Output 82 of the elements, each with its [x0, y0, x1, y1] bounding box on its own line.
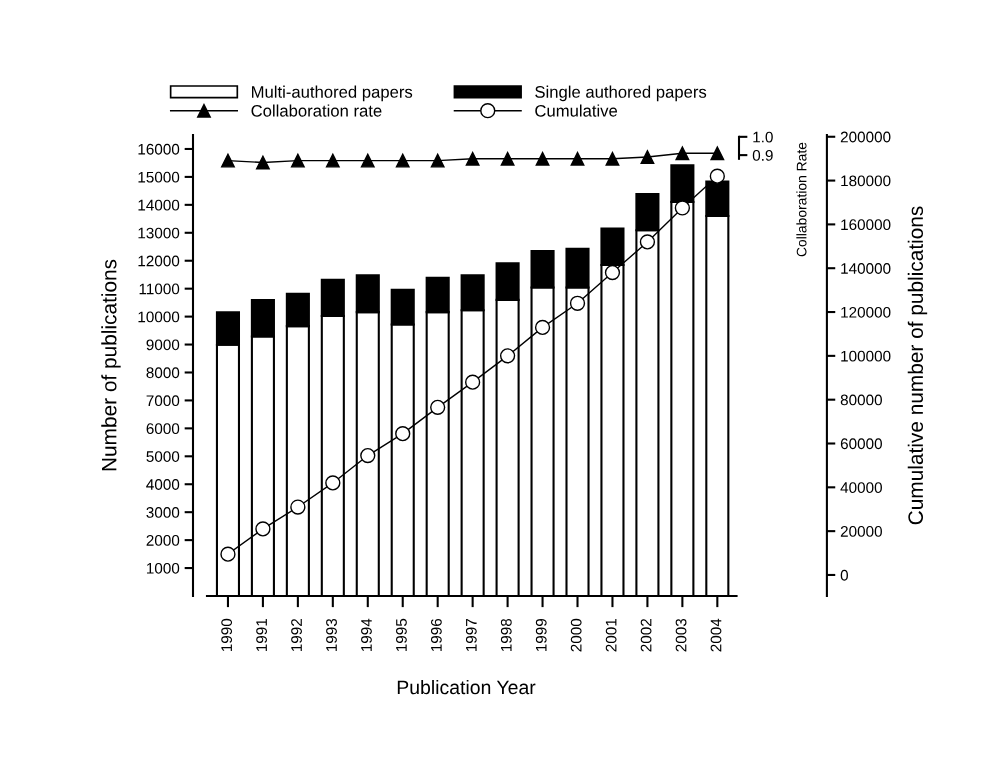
x-tick-label: 1993: [326, 618, 337, 652]
y3-tick-label: 160000: [841, 219, 891, 231]
x-tick-label: 2002: [640, 618, 652, 652]
y3-tick-label: 120000: [841, 306, 891, 318]
point: [535, 151, 550, 166]
point: [569, 295, 586, 311]
y-tick-label: 4000: [146, 479, 180, 490]
point: [395, 153, 410, 168]
y-tick-label: 6000: [146, 423, 180, 435]
x-tick-label: 1996: [430, 618, 442, 652]
x-tick-label: 1997: [465, 618, 477, 652]
y-tick-label: 16000: [138, 143, 180, 155]
point: [465, 374, 481, 390]
y2-tick-label: 0.9: [752, 149, 773, 161]
point: [709, 168, 725, 184]
y-tick-label: 8000: [146, 367, 180, 379]
point: [605, 151, 620, 166]
point: [360, 447, 376, 464]
point: [534, 319, 551, 336]
y2-tick-label: 1.0: [753, 131, 773, 143]
y-axis-title: Number of publications: [101, 259, 121, 471]
point: [220, 546, 236, 562]
point: [221, 153, 235, 168]
point: [710, 146, 725, 161]
x-tick-label: 2004: [710, 618, 722, 652]
x-tick-label: 1994: [361, 618, 372, 652]
y3-tick-label: 60000: [840, 438, 882, 450]
y-tick-label: 3000: [146, 507, 180, 518]
point: [639, 234, 656, 250]
legend-label: Multi-authored papers: [252, 85, 413, 102]
y-tick-label: 11000: [139, 283, 180, 295]
legend-label: Cumulative: [535, 104, 618, 117]
y3-tick-label: 80000: [840, 394, 882, 406]
y-tick-label: 14000: [138, 199, 180, 211]
x-tick-label: 2003: [675, 618, 687, 652]
point: [604, 264, 621, 281]
point: [360, 153, 375, 168]
y3-tick-label: 200000: [840, 131, 891, 143]
y3-tick-label: 0: [840, 569, 848, 581]
y2-axis-title: Collaboration Rate: [796, 142, 807, 257]
x-tick-label: 1992: [291, 618, 302, 652]
y-tick-label: 5000: [146, 451, 180, 462]
point: [290, 153, 305, 168]
point: [290, 499, 306, 515]
point: [674, 200, 691, 216]
y3-tick-label: 140000: [841, 263, 891, 274]
x-axis-title: Publication Year: [397, 679, 536, 695]
y3-tick-label: 180000: [841, 175, 891, 187]
point: [675, 146, 690, 161]
x-tick-label: 1990: [221, 618, 233, 652]
point: [395, 426, 411, 442]
point: [430, 399, 446, 415]
y-tick-label: 1000: [146, 562, 180, 574]
point: [465, 151, 480, 166]
y-tick-label: 2000: [146, 534, 180, 546]
y-tick-label: 12000: [138, 255, 180, 267]
y-tick-label: 15000: [138, 171, 180, 183]
x-tick-label: 1998: [500, 618, 512, 652]
y3-axis-title: Cumulative number of publications: [907, 206, 928, 525]
x-tick-label: 2000: [570, 618, 582, 652]
point: [255, 521, 271, 537]
point: [325, 475, 341, 491]
x-tick-label: 2001: [605, 618, 617, 652]
y-tick-label: 13000: [138, 227, 180, 239]
point: [255, 155, 270, 170]
legend-label: Collaboration rate: [251, 104, 382, 117]
point: [430, 153, 445, 168]
y-tick-label: 9000: [146, 339, 180, 351]
y3-tick-label: 40000: [840, 482, 882, 494]
legend-label: Single authored papers: [535, 85, 707, 102]
point: [640, 150, 655, 164]
point: [570, 151, 585, 166]
x-tick-label: 1991: [256, 618, 268, 652]
y3-tick-label: 20000: [840, 526, 882, 537]
y-tick-label: 10000: [138, 311, 180, 323]
point: [499, 348, 516, 364]
y3-tick-label: 100000: [841, 350, 891, 362]
x-tick-label: 1995: [396, 618, 407, 652]
x-tick-label: 1999: [535, 618, 547, 652]
point: [500, 151, 515, 166]
point: [325, 153, 340, 168]
y-tick-label: 7000: [146, 395, 180, 407]
